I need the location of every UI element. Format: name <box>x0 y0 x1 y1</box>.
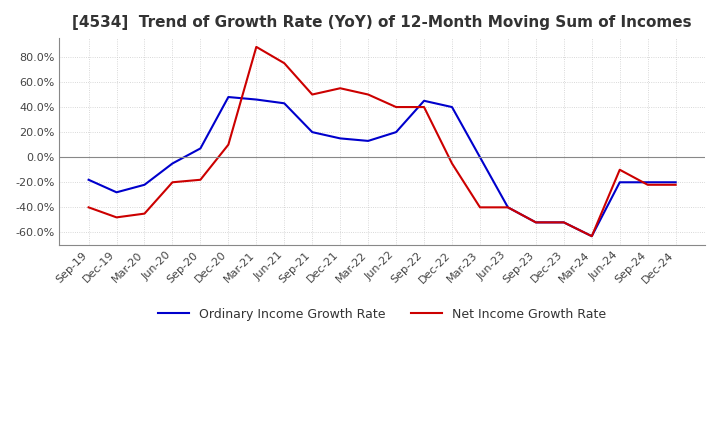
Title: [4534]  Trend of Growth Rate (YoY) of 12-Month Moving Sum of Incomes: [4534] Trend of Growth Rate (YoY) of 12-… <box>72 15 692 30</box>
Net Income Growth Rate <box>140 211 149 216</box>
Net Income Growth Rate <box>252 44 261 50</box>
Net Income Growth Rate <box>224 142 233 147</box>
Ordinary Income Growth Rate <box>112 190 121 195</box>
Net Income Growth Rate <box>503 205 512 210</box>
Ordinary Income Growth Rate <box>336 136 344 141</box>
Legend: Ordinary Income Growth Rate, Net Income Growth Rate: Ordinary Income Growth Rate, Net Income … <box>153 303 611 326</box>
Net Income Growth Rate <box>336 86 344 91</box>
Ordinary Income Growth Rate <box>84 177 93 183</box>
Net Income Growth Rate <box>616 167 624 172</box>
Net Income Growth Rate <box>168 180 177 185</box>
Ordinary Income Growth Rate <box>644 180 652 185</box>
Net Income Growth Rate <box>531 220 540 225</box>
Ordinary Income Growth Rate <box>196 146 204 151</box>
Ordinary Income Growth Rate <box>531 220 540 225</box>
Net Income Growth Rate <box>280 61 289 66</box>
Net Income Growth Rate <box>420 104 428 110</box>
Ordinary Income Growth Rate <box>420 98 428 103</box>
Ordinary Income Growth Rate <box>476 154 485 160</box>
Ordinary Income Growth Rate <box>503 205 512 210</box>
Ordinary Income Growth Rate <box>168 161 177 166</box>
Net Income Growth Rate <box>588 234 596 239</box>
Ordinary Income Growth Rate <box>252 97 261 102</box>
Line: Net Income Growth Rate: Net Income Growth Rate <box>89 47 675 236</box>
Net Income Growth Rate <box>196 177 204 183</box>
Net Income Growth Rate <box>671 182 680 187</box>
Net Income Growth Rate <box>644 182 652 187</box>
Net Income Growth Rate <box>448 161 456 166</box>
Ordinary Income Growth Rate <box>308 129 317 135</box>
Net Income Growth Rate <box>559 220 568 225</box>
Line: Ordinary Income Growth Rate: Ordinary Income Growth Rate <box>89 97 675 236</box>
Ordinary Income Growth Rate <box>588 234 596 239</box>
Ordinary Income Growth Rate <box>224 95 233 100</box>
Net Income Growth Rate <box>364 92 372 97</box>
Ordinary Income Growth Rate <box>671 180 680 185</box>
Net Income Growth Rate <box>476 205 485 210</box>
Net Income Growth Rate <box>392 104 400 110</box>
Ordinary Income Growth Rate <box>140 182 149 187</box>
Net Income Growth Rate <box>112 215 121 220</box>
Net Income Growth Rate <box>308 92 317 97</box>
Ordinary Income Growth Rate <box>559 220 568 225</box>
Ordinary Income Growth Rate <box>392 129 400 135</box>
Ordinary Income Growth Rate <box>280 101 289 106</box>
Ordinary Income Growth Rate <box>616 180 624 185</box>
Ordinary Income Growth Rate <box>364 138 372 143</box>
Net Income Growth Rate <box>84 205 93 210</box>
Ordinary Income Growth Rate <box>448 104 456 110</box>
